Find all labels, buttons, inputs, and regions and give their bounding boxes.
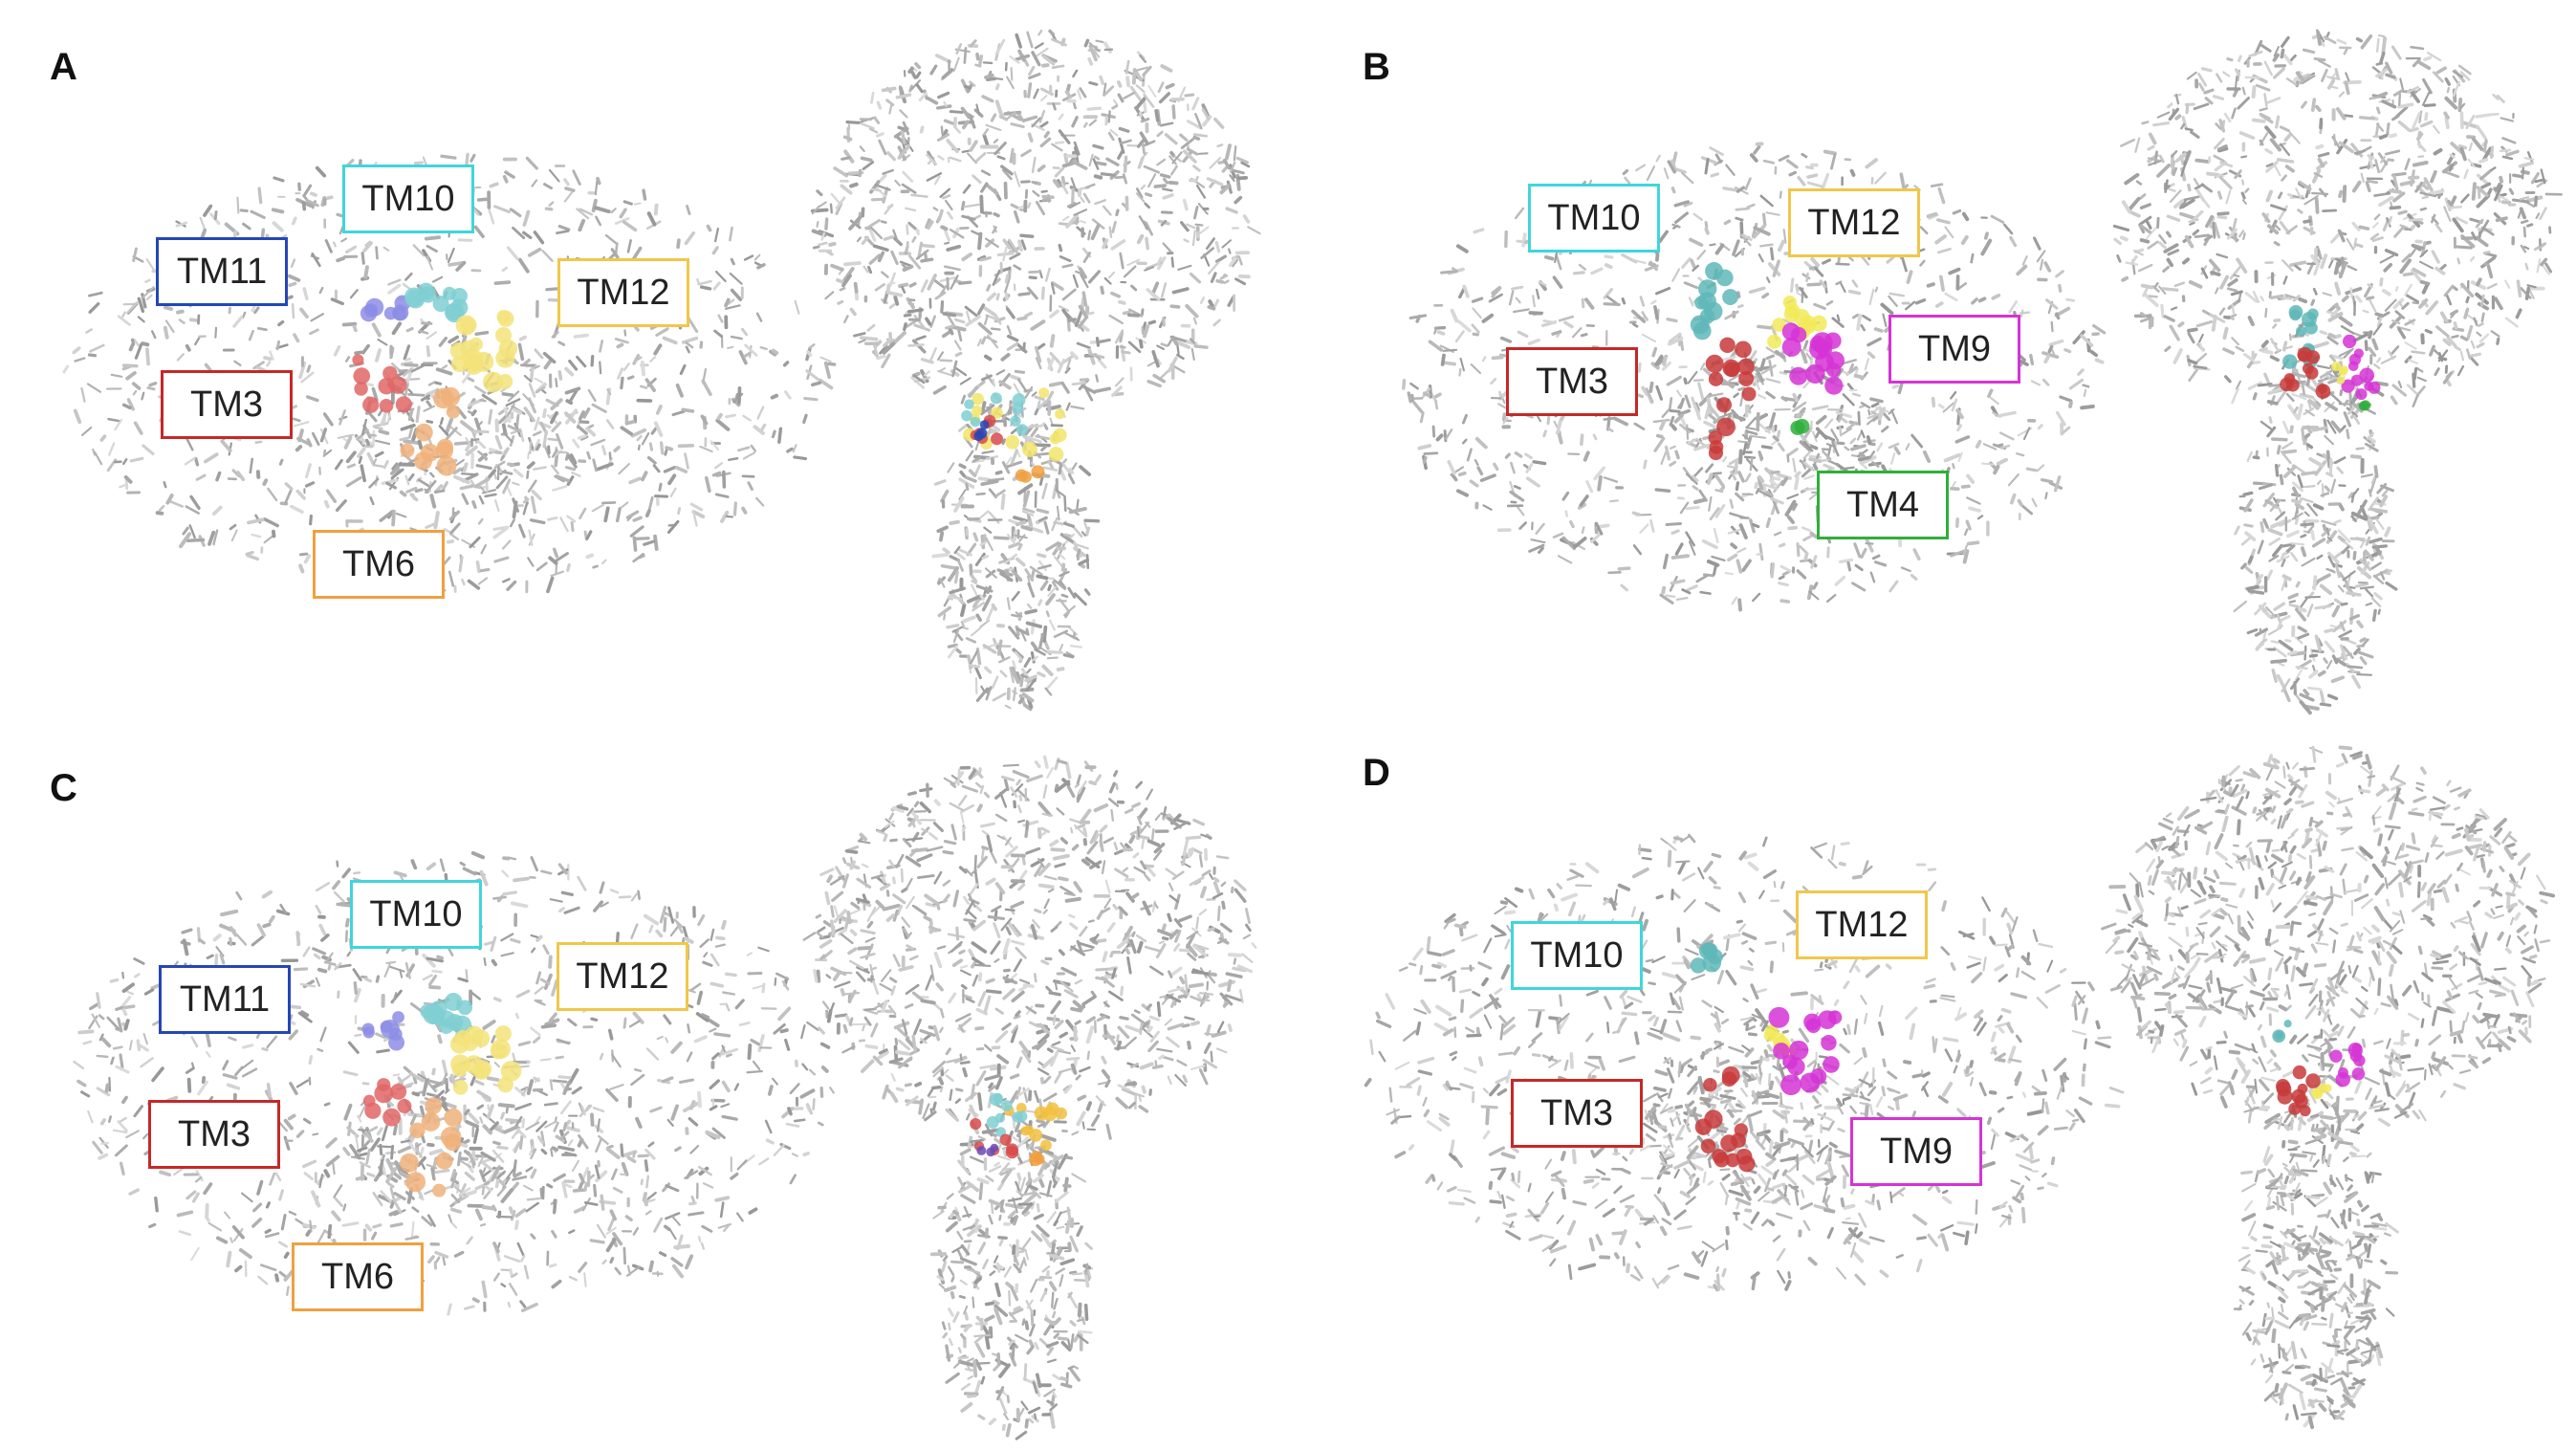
side-beads-a-tm6 bbox=[1015, 465, 1045, 483]
top-view-d-backbone bbox=[1364, 833, 2125, 1292]
label-c-tm3: TM3 bbox=[148, 1100, 280, 1169]
label-b-tm3: TM3 bbox=[1506, 347, 1638, 416]
side-view-a-head bbox=[810, 29, 1261, 423]
beads-a-tm3 bbox=[352, 354, 412, 413]
label-a-tm11: TM11 bbox=[156, 237, 288, 306]
label-d-tm10: TM10 bbox=[1511, 921, 1643, 990]
label-b-tm9: TM9 bbox=[1888, 315, 2020, 384]
label-d-tm9: TM9 bbox=[1850, 1117, 1982, 1186]
side-view-b-stalk bbox=[2233, 364, 2398, 715]
side-beads-d-tm10 bbox=[2272, 1020, 2292, 1044]
beads-c-tm3 bbox=[362, 1078, 412, 1127]
panel-letter-d: D bbox=[1363, 752, 1390, 794]
side-beads-b-tm3 bbox=[2280, 346, 2331, 399]
beads-c-tm11 bbox=[361, 1011, 405, 1051]
side-beads-c-tm10 bbox=[986, 1092, 1028, 1137]
label-c-tm11: TM11 bbox=[159, 965, 291, 1034]
side-view-d-stalk bbox=[2233, 1102, 2399, 1430]
side-view-c-head bbox=[802, 755, 1257, 1147]
side-beads-d-tm9 bbox=[2329, 1043, 2366, 1088]
label-a-tm10: TM10 bbox=[342, 165, 474, 233]
beads-d-tm3 bbox=[1694, 1066, 1756, 1173]
beads-b-tm10 bbox=[1690, 261, 1739, 341]
beads-a-tm10 bbox=[404, 282, 469, 323]
side-view-d-head bbox=[2101, 745, 2556, 1143]
panel-letter-a: A bbox=[50, 46, 77, 88]
label-d-tm12: TM12 bbox=[1796, 890, 1928, 959]
beads-c-tm12 bbox=[449, 1025, 522, 1095]
side-beads-a-tm10 bbox=[961, 392, 1029, 436]
side-beads-c-tm12 bbox=[1003, 1102, 1068, 1152]
beads-c-tm10 bbox=[420, 993, 473, 1036]
top-view-c-core bbox=[346, 1058, 609, 1222]
beads-a-tm12 bbox=[449, 310, 518, 393]
side-view-a-stalk bbox=[931, 383, 1101, 712]
top-view-b-backbone bbox=[1402, 142, 2107, 612]
label-c-tm6: TM6 bbox=[292, 1242, 424, 1311]
beads-a-tm11 bbox=[360, 295, 411, 322]
beads-b-tm4 bbox=[1790, 418, 1810, 435]
beads-c-tm6 bbox=[400, 1097, 463, 1197]
label-b-tm10: TM10 bbox=[1528, 184, 1660, 253]
side-beads-b-tm12 bbox=[2331, 362, 2348, 384]
side-view-c-stalk bbox=[929, 1110, 1094, 1440]
label-b-tm4: TM4 bbox=[1817, 471, 1949, 539]
panel-letter-c: C bbox=[50, 767, 77, 809]
beads-b-tm9 bbox=[1781, 322, 1845, 395]
label-d-tm3: TM3 bbox=[1511, 1079, 1643, 1148]
beads-d-tm9 bbox=[1768, 1006, 1843, 1096]
side-beads-b-tm4 bbox=[2358, 400, 2371, 411]
beads-a-tm6 bbox=[400, 386, 461, 476]
beads-b-tm3 bbox=[1705, 337, 1757, 461]
side-beads-a-tm11 bbox=[973, 420, 990, 442]
side-beads-c-tm11 bbox=[976, 1143, 999, 1157]
side-view-b-head bbox=[2112, 29, 2563, 421]
side-beads-b-tm9 bbox=[2341, 334, 2381, 401]
top-view-a-core bbox=[337, 355, 615, 519]
side-beads-c-tm6 bbox=[1029, 1151, 1045, 1167]
label-c-tm10: TM10 bbox=[350, 880, 482, 949]
label-a-tm12: TM12 bbox=[557, 258, 689, 327]
label-b-tm12: TM12 bbox=[1788, 188, 1920, 257]
beads-d-tm10 bbox=[1690, 942, 1723, 974]
side-beads-d-tm12 bbox=[2311, 1083, 2332, 1100]
label-a-tm3: TM3 bbox=[161, 370, 293, 439]
label-a-tm6: TM6 bbox=[313, 530, 445, 599]
side-beads-d-tm3 bbox=[2275, 1065, 2321, 1117]
label-c-tm12: TM12 bbox=[557, 942, 688, 1011]
panel-letter-b: B bbox=[1363, 46, 1390, 88]
